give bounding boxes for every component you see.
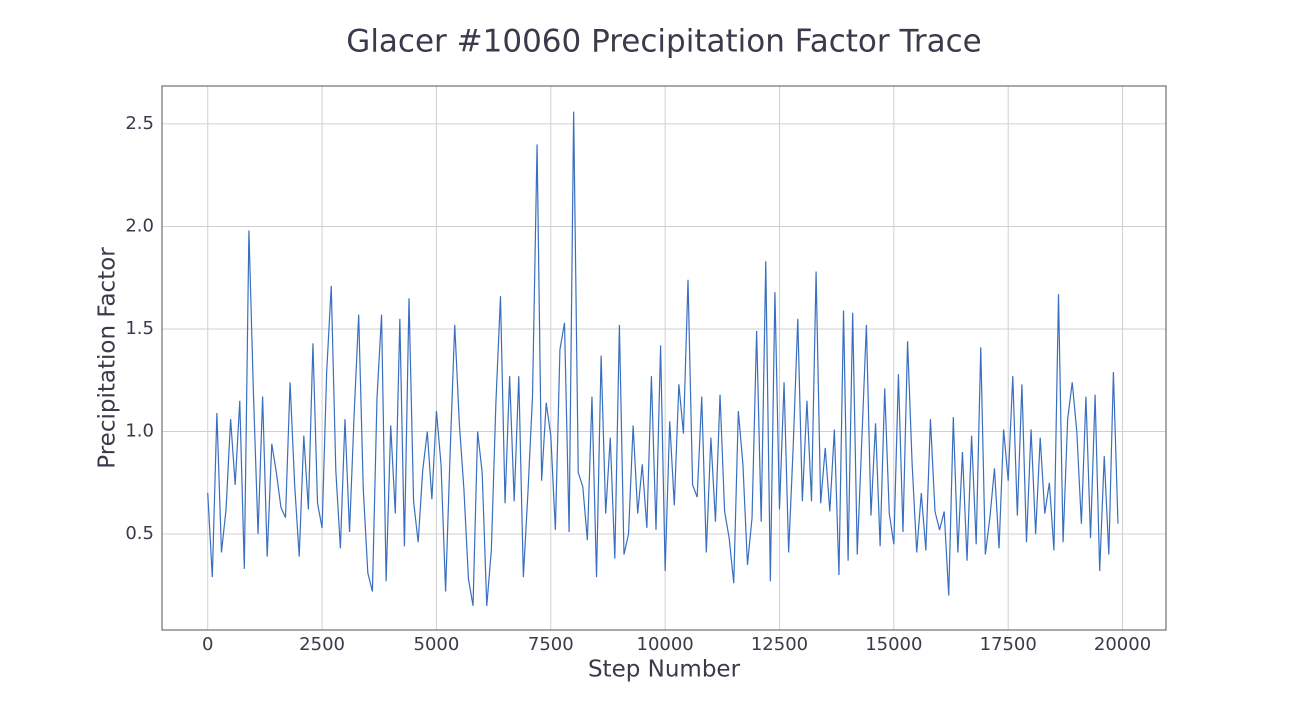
x-tick-label: 12500 — [751, 634, 808, 655]
x-tick-label: 0 — [202, 634, 213, 655]
x-tick-label: 10000 — [637, 634, 694, 655]
x-tick-label: 15000 — [865, 634, 922, 655]
plot-frame — [161, 85, 1167, 631]
y-tick-label: 1.5 — [125, 318, 154, 339]
y-tick-label: 2.5 — [125, 113, 154, 134]
x-tick-label: 7500 — [528, 634, 574, 655]
x-axis-label: Step Number — [588, 657, 741, 683]
chart-title: Glacer #10060 Precipitation Factor Trace — [346, 24, 981, 60]
y-tick-label: 1.0 — [125, 421, 154, 442]
x-tick-label: 17500 — [980, 634, 1037, 655]
x-tick-label: 2500 — [299, 634, 345, 655]
y-axis-label: Precipitation Factor — [95, 247, 121, 469]
y-tick-label: 2.0 — [125, 215, 154, 236]
data-line — [207, 111, 1119, 606]
x-tick-label: 20000 — [1094, 634, 1151, 655]
x-tick-label: 5000 — [414, 634, 460, 655]
y-tick-label: 0.5 — [125, 523, 154, 544]
